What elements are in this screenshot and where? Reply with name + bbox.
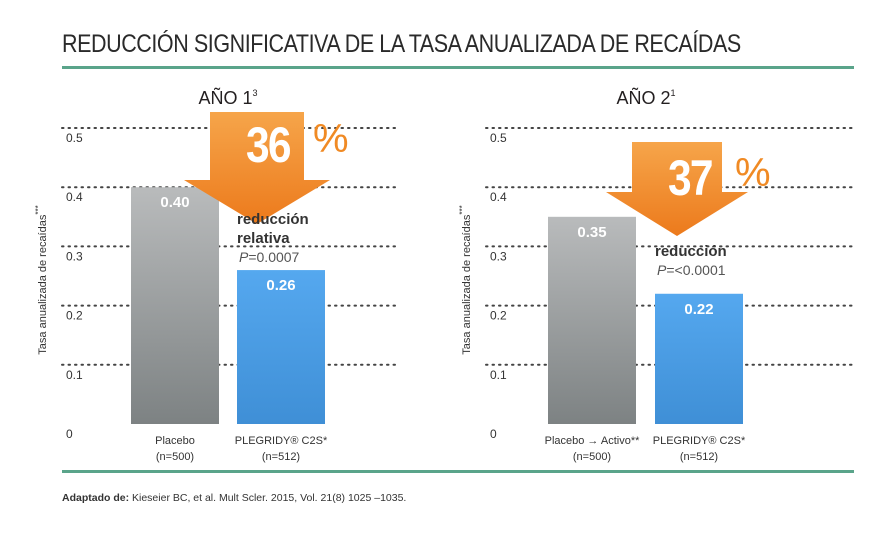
bar-plegridy (237, 270, 325, 424)
bar-placebo (131, 187, 219, 424)
y-tick-label: 0.5 (490, 131, 507, 145)
category-n-label: (n=512) (680, 451, 718, 463)
y-tick-label: 0.3 (490, 249, 507, 263)
y-tick-label: 0.5 (66, 131, 83, 145)
reduction-text: reducción (655, 243, 727, 260)
percent-sign: % (735, 151, 771, 195)
bar-plegridy (655, 293, 743, 424)
category-n-label: (n=500) (156, 451, 194, 463)
category-n-label: (n=512) (262, 451, 300, 463)
p-value: P=<0.0001 (657, 262, 726, 278)
source-label: Adaptado de: (62, 492, 130, 504)
category-label: Placebo → Activo** (545, 435, 640, 447)
chart-title-2: AÑO 21 (616, 87, 675, 108)
reduction-percent: 36 (246, 117, 291, 173)
source-citation: Adaptado de: Kieseier BC, et al. Mult Sc… (62, 492, 406, 504)
percent-sign: % (313, 117, 349, 161)
y-tick-label: 0 (66, 427, 73, 441)
bar-value-label: 0.40 (160, 194, 189, 211)
y-tick-label: 0.2 (490, 309, 507, 323)
bar-value-label: 0.22 (684, 301, 713, 318)
p-value: P=0.0007 (239, 249, 300, 265)
y-tick-label: 0.4 (490, 190, 507, 204)
y-tick-label: 0.1 (66, 368, 83, 382)
y-tick-label: 0 (490, 427, 497, 441)
bar-placebo (548, 216, 636, 424)
bar-value-label: 0.35 (577, 224, 606, 241)
page-title: REDUCCIÓN SIGNIFICATIVA DE LA TASA ANUAL… (62, 30, 741, 58)
reduction-text: reducción (237, 211, 309, 228)
category-label: Placebo (155, 435, 195, 447)
category-label: PLEGRIDY® C2S* (235, 435, 328, 447)
y-tick-label: 0.1 (490, 368, 507, 382)
reduction-arrow (606, 142, 748, 236)
top-divider (62, 66, 854, 69)
reduction-text: relativa (237, 230, 290, 247)
reduction-percent: 37 (668, 150, 712, 206)
y-axis-label: Tasa anualizada de recaídas*** (34, 205, 49, 354)
y-axis-label: Tasa anualizada de recaídas*** (458, 205, 473, 354)
bottom-divider (62, 470, 854, 473)
bar-value-label: 0.26 (266, 277, 295, 294)
y-tick-label: 0.2 (66, 309, 83, 323)
category-n-label: (n=500) (573, 451, 611, 463)
reduction-arrow (184, 112, 330, 224)
y-tick-label: 0.4 (66, 190, 83, 204)
bar-charts: AÑO 13 0 0.1 0.2 0.3 0.4 0.5 Tasa anualizada de… (34, 87, 857, 463)
category-label: PLEGRIDY® C2S* (653, 435, 746, 447)
chart-title-1: AÑO 13 (198, 87, 257, 108)
y-tick-label: 0.3 (66, 249, 83, 263)
source-text: Kieseier BC, et al. Mult Scler. 2015, Vo… (129, 492, 407, 504)
